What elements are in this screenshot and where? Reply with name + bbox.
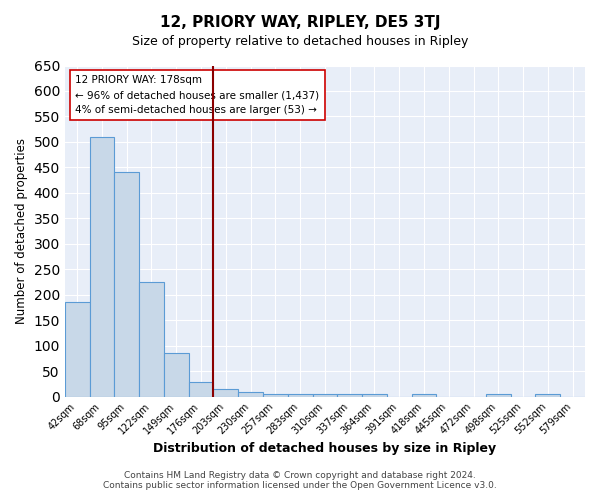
Y-axis label: Number of detached properties: Number of detached properties — [15, 138, 28, 324]
Bar — [188, 382, 214, 396]
Bar — [412, 394, 436, 396]
Text: 12 PRIORY WAY: 178sqm
← 96% of detached houses are smaller (1,437)
4% of semi-de: 12 PRIORY WAY: 178sqm ← 96% of detached … — [75, 76, 319, 115]
Bar — [214, 389, 238, 396]
Text: Contains HM Land Registry data © Crown copyright and database right 2024.
Contai: Contains HM Land Registry data © Crown c… — [103, 470, 497, 490]
Bar — [337, 394, 362, 396]
Bar — [535, 394, 560, 396]
Bar — [263, 394, 288, 396]
Bar — [288, 394, 313, 396]
Bar — [139, 282, 164, 397]
Bar — [313, 394, 337, 396]
Text: Size of property relative to detached houses in Ripley: Size of property relative to detached ho… — [132, 35, 468, 48]
Bar — [164, 354, 188, 397]
Bar — [65, 302, 89, 396]
Bar — [115, 172, 139, 396]
Bar — [89, 137, 115, 396]
Bar — [362, 394, 387, 396]
Bar — [238, 392, 263, 396]
X-axis label: Distribution of detached houses by size in Ripley: Distribution of detached houses by size … — [154, 442, 496, 455]
Bar — [486, 394, 511, 396]
Text: 12, PRIORY WAY, RIPLEY, DE5 3TJ: 12, PRIORY WAY, RIPLEY, DE5 3TJ — [160, 15, 440, 30]
